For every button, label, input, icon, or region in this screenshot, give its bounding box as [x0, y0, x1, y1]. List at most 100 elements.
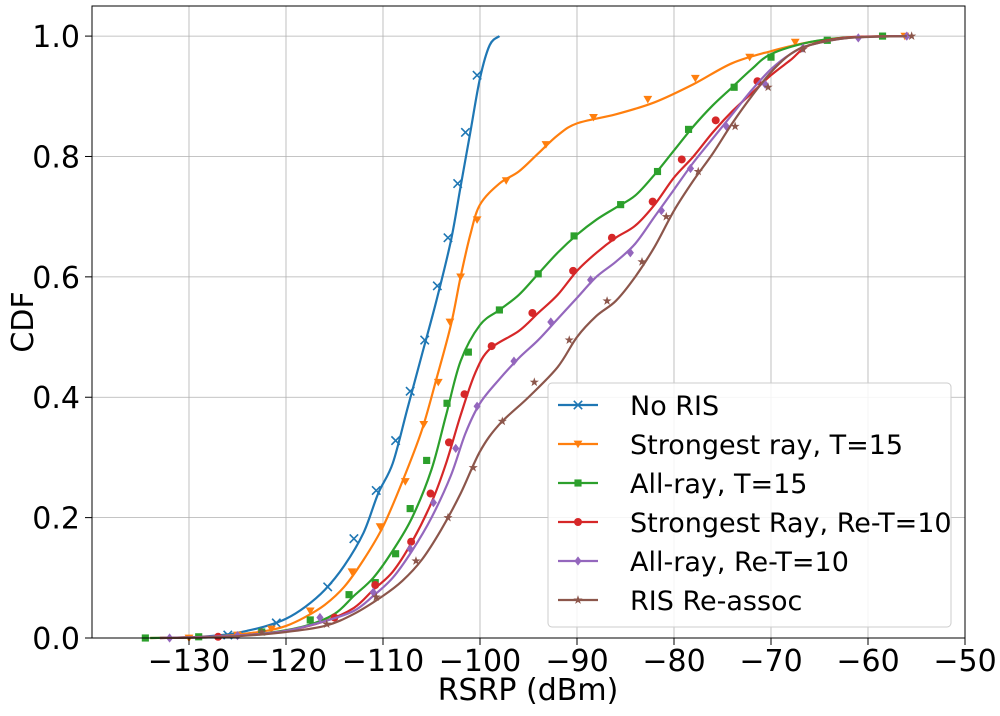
series-marker — [322, 582, 333, 592]
series-line — [150, 35, 907, 640]
series-marker — [411, 556, 421, 565]
series-marker — [607, 233, 616, 242]
legend-label: RIS Re-assoc — [630, 586, 802, 617]
x-tick-label: −70 — [739, 644, 802, 679]
series-marker — [349, 533, 359, 544]
x-tick-label: −100 — [439, 644, 521, 679]
series-marker — [626, 248, 634, 258]
legend: No RIS Strongest ray, T=15 All-ray, T=15 St… — [547, 382, 952, 628]
axes-layer: −130 −120 −110 −100 −90 −80 −70 −60 −50 0.0 0.2 0.4… — [32, 5, 997, 679]
series-marker — [693, 166, 703, 176]
series-marker — [432, 281, 443, 291]
series-marker — [657, 206, 665, 216]
series-line — [159, 35, 907, 640]
legend-label: Strongest ray, T=15 — [630, 430, 903, 461]
x-tick-label: −60 — [836, 644, 899, 679]
series-marker — [684, 125, 693, 133]
series-marker — [452, 178, 463, 189]
series-marker — [460, 127, 471, 138]
x-tick-label: −130 — [148, 644, 230, 679]
series-marker — [400, 478, 410, 486]
series-marker — [444, 438, 453, 447]
series-marker — [686, 163, 695, 174]
series-marker — [643, 95, 653, 104]
series-marker — [798, 44, 808, 54]
series-layer — [141, 31, 917, 643]
series-marker — [547, 317, 555, 327]
series-marker — [406, 544, 414, 554]
series-marker — [602, 296, 612, 305]
series-marker — [473, 401, 481, 411]
legend-marker — [574, 556, 582, 566]
series-marker — [690, 74, 700, 83]
series-marker — [472, 216, 482, 224]
series-marker — [456, 273, 466, 282]
series-marker — [637, 256, 647, 266]
series-marker — [405, 386, 415, 396]
legend-label: Strongest Ray, Re-T=10 — [630, 508, 952, 539]
x-axis-label: RSRP (dBm) — [438, 673, 619, 708]
series-marker — [452, 443, 460, 454]
series-marker — [495, 306, 503, 314]
series-marker — [903, 31, 911, 41]
legend-frame — [547, 382, 952, 628]
series-marker — [907, 31, 917, 40]
series-marker — [661, 211, 671, 221]
series-marker — [767, 53, 775, 61]
series-marker — [648, 197, 657, 206]
legend-label: No RIS — [630, 391, 719, 422]
y-tick-label: 0.4 — [32, 381, 80, 416]
legend-marker — [574, 518, 582, 526]
legend-marker — [574, 479, 582, 487]
series-marker — [763, 82, 773, 92]
series-marker — [497, 416, 507, 426]
series-marker — [419, 420, 429, 429]
series-marker — [570, 232, 578, 240]
series-marker — [345, 591, 353, 599]
series-marker — [445, 318, 455, 327]
series-marker — [257, 627, 267, 636]
series-marker — [406, 505, 414, 513]
series-5 — [159, 31, 917, 640]
series-marker — [745, 53, 755, 62]
series-marker — [423, 456, 431, 465]
series-marker — [790, 38, 800, 47]
x-tick-label: −80 — [642, 644, 705, 679]
series-marker — [472, 70, 482, 80]
series-marker — [419, 335, 430, 345]
series-marker — [371, 485, 381, 496]
series-marker — [322, 619, 332, 629]
legend-item: All-ray, Re-T=10 — [558, 547, 849, 578]
series-marker — [510, 356, 518, 366]
legend-marker — [573, 400, 583, 410]
series-marker — [392, 550, 400, 558]
series-marker — [753, 77, 762, 86]
x-tick-label: −120 — [245, 644, 327, 679]
y-tick-label: 0.8 — [32, 140, 80, 175]
series-0 — [169, 35, 501, 640]
series-marker — [587, 275, 595, 285]
legend-item: RIS Re-assoc — [558, 586, 802, 617]
series-marker — [730, 83, 738, 91]
y-axis-label: CDF — [6, 291, 41, 352]
legend-item: All-ray, T=15 — [558, 469, 807, 500]
series-marker — [429, 497, 438, 508]
legend-label: All-ray, Re-T=10 — [630, 547, 849, 578]
x-tick-label: −110 — [342, 644, 424, 679]
series-marker — [541, 141, 551, 149]
series-1 — [150, 32, 910, 643]
series-marker — [528, 308, 537, 317]
series-marker — [677, 155, 686, 164]
legend-item: Strongest ray, T=15 — [558, 430, 903, 461]
series-line — [159, 35, 907, 640]
plot-frame — [91, 5, 966, 639]
series-marker — [617, 201, 625, 209]
legend-label: All-ray, T=15 — [630, 469, 807, 500]
series-line — [159, 35, 907, 640]
series-marker — [267, 625, 276, 634]
series-marker — [730, 121, 740, 131]
grid-layer — [92, 6, 966, 639]
series-marker — [433, 378, 443, 387]
legend-marker — [573, 595, 583, 604]
